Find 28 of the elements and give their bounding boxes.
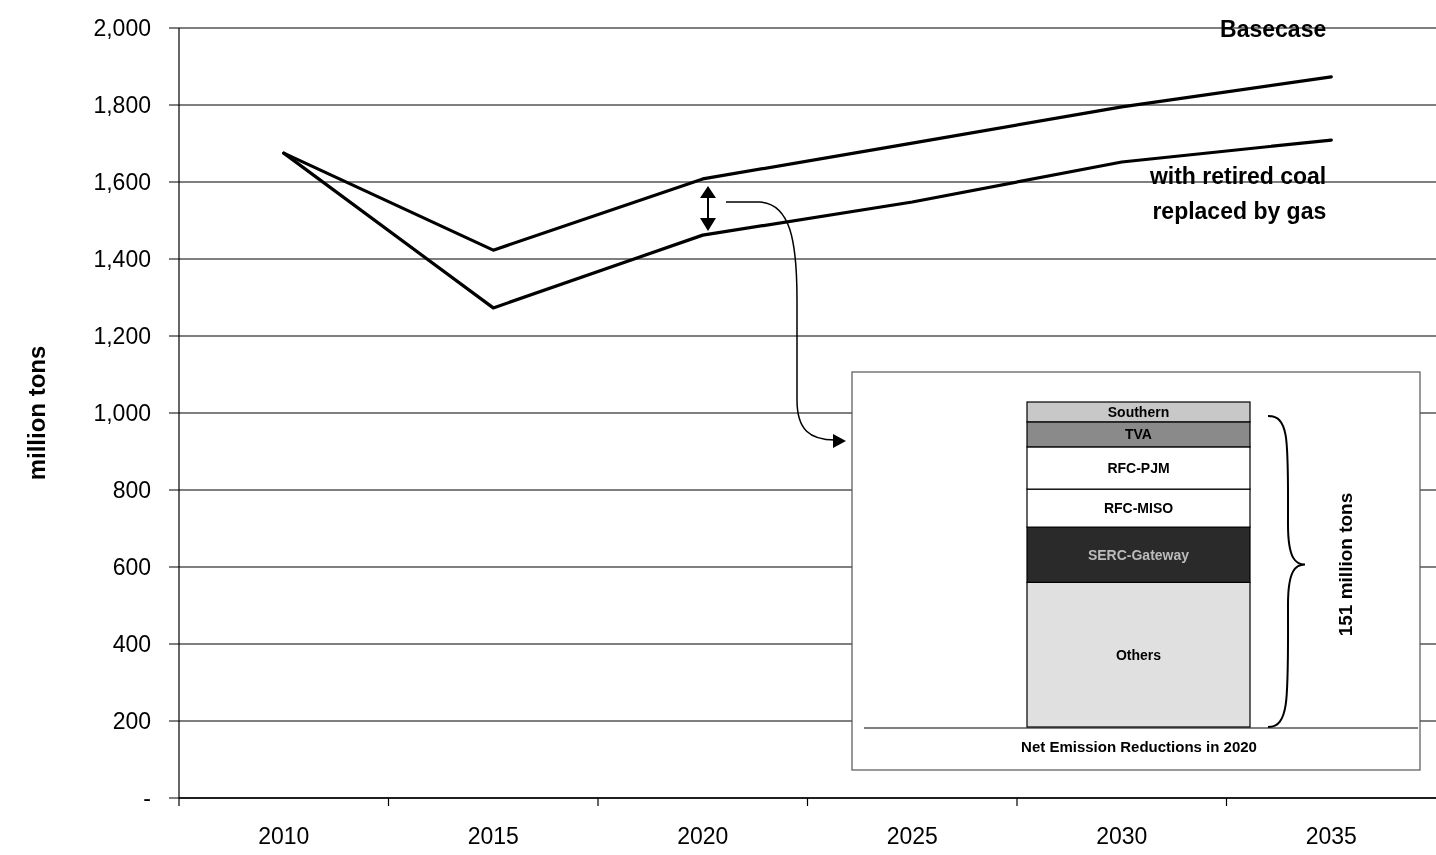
y-tick-label: 2,000 (93, 15, 151, 42)
y-tick-label: 1,200 (93, 323, 151, 350)
x-tick-label: 2020 (677, 823, 729, 849)
x-tick-label: 2015 (467, 823, 519, 849)
y-axis-title: million tons (23, 345, 50, 481)
series-label: TVA (1125, 426, 1152, 443)
y-tick-label: 200 (112, 708, 151, 735)
y-tick-label: 1,000 (93, 400, 151, 427)
series-label: Others (1115, 646, 1162, 663)
y-tick-label: 800 (112, 477, 151, 504)
y-tick-label: 1,800 (93, 92, 151, 119)
y-tick-label: - (143, 785, 151, 812)
x-tick-label: 2010 (258, 823, 310, 849)
series-label: Basecase (1220, 15, 1327, 42)
y-tick-label: 1,400 (93, 246, 151, 273)
series-label: SERC-Gateway (1087, 546, 1190, 563)
x-tick-label: 2025 (886, 823, 938, 849)
series-label: RFC-MISO (1103, 500, 1174, 517)
annotation: 151 million tons (1335, 492, 1356, 637)
x-tick-label: 2035 (1305, 823, 1357, 849)
y-tick-label: 600 (112, 554, 151, 581)
x-tick-label: 2030 (1096, 823, 1148, 849)
series-label: Southern (1107, 403, 1170, 420)
y-tick-label: 1,600 (93, 169, 151, 196)
x-axis-title: Net Emission Reductions in 2020 (1021, 738, 1257, 755)
y-tick-label: 400 (112, 631, 151, 658)
series-label: RFC-PJM (1107, 459, 1170, 476)
series-label: with retired coal replaced by gas (1148, 163, 1327, 225)
